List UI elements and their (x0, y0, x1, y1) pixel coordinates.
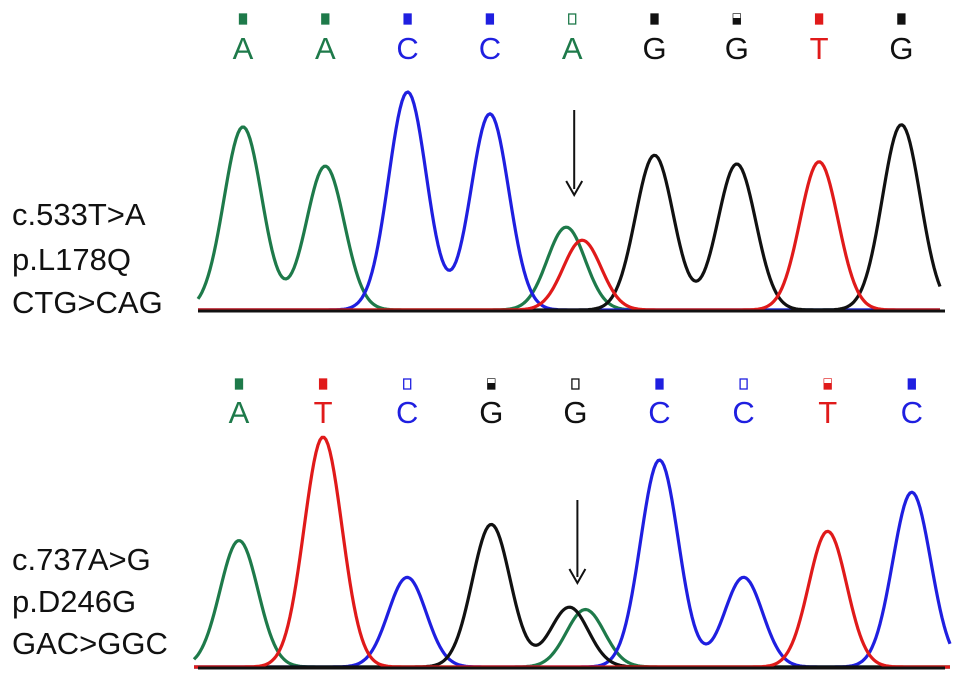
quality-marker (234, 378, 244, 390)
base-call-letter: C (396, 395, 418, 430)
quality-marker (321, 13, 330, 25)
chromatogram-panel-2: A T C G G C C T C c.737A>G p.D246G GAC>GGC (12, 378, 952, 670)
quality-marker (897, 13, 906, 25)
quality-marker (403, 13, 412, 25)
quality-marker (650, 13, 659, 25)
quality-marker (571, 378, 580, 390)
base-call-letter: G (725, 31, 749, 66)
quality-marker-partial (733, 14, 741, 18)
base-call-letter: G (563, 395, 587, 430)
arrow-head (565, 180, 584, 198)
trace-t (194, 435, 950, 669)
quality-marker (655, 378, 664, 390)
base-call-letter: G (479, 395, 503, 430)
base-call-letter: A (315, 31, 336, 66)
base-call-letter: G (642, 31, 666, 66)
quality-marker-partial (824, 379, 832, 383)
base-call-letter: T (810, 31, 829, 66)
base-call-letter: C (396, 31, 418, 66)
base-call-letter: C (648, 395, 670, 430)
trace-c (198, 90, 940, 312)
mutation-protein-label: p.L178Q (12, 242, 131, 277)
quality-marker (568, 13, 577, 25)
quality-marker-partial (487, 379, 495, 383)
trace-g (198, 123, 942, 312)
mutation-cdna-label: c.737A>G (12, 542, 151, 577)
quality-marker (238, 13, 248, 25)
base-call-letter: C (901, 395, 923, 430)
trace-area (192, 435, 952, 669)
quality-marker (814, 13, 824, 25)
mutation-arrow (565, 110, 584, 198)
trace-c (194, 458, 952, 669)
mutation-codon-label: GAC>GGC (12, 626, 168, 661)
trace-a (192, 539, 950, 669)
mutation-codon-label: CTG>CAG (12, 285, 163, 320)
quality-marker (318, 378, 328, 390)
chromatogram-panel-1: A A C C A G G T G c.533T>A p.L178Q CTG>CAG (12, 13, 945, 320)
trace-a (196, 125, 940, 312)
mutation-arrow (568, 500, 587, 586)
quality-marker (403, 378, 412, 390)
base-call-letter: A (233, 31, 254, 66)
base-call-letter: A (562, 31, 583, 66)
base-call-letter: A (229, 395, 250, 430)
base-call-letter: G (889, 31, 913, 66)
quality-marker (907, 378, 916, 390)
arrow-head (568, 568, 587, 586)
base-call-letter: C (732, 395, 754, 430)
trace-area (196, 90, 942, 312)
base-call-letter: C (479, 31, 501, 66)
base-call-letter: T (818, 395, 837, 430)
base-call-letter: T (314, 395, 333, 430)
quality-marker (739, 378, 748, 390)
quality-marker (485, 13, 495, 25)
mutation-protein-label: p.D246G (12, 584, 136, 619)
mutation-cdna-label: c.533T>A (12, 197, 146, 232)
